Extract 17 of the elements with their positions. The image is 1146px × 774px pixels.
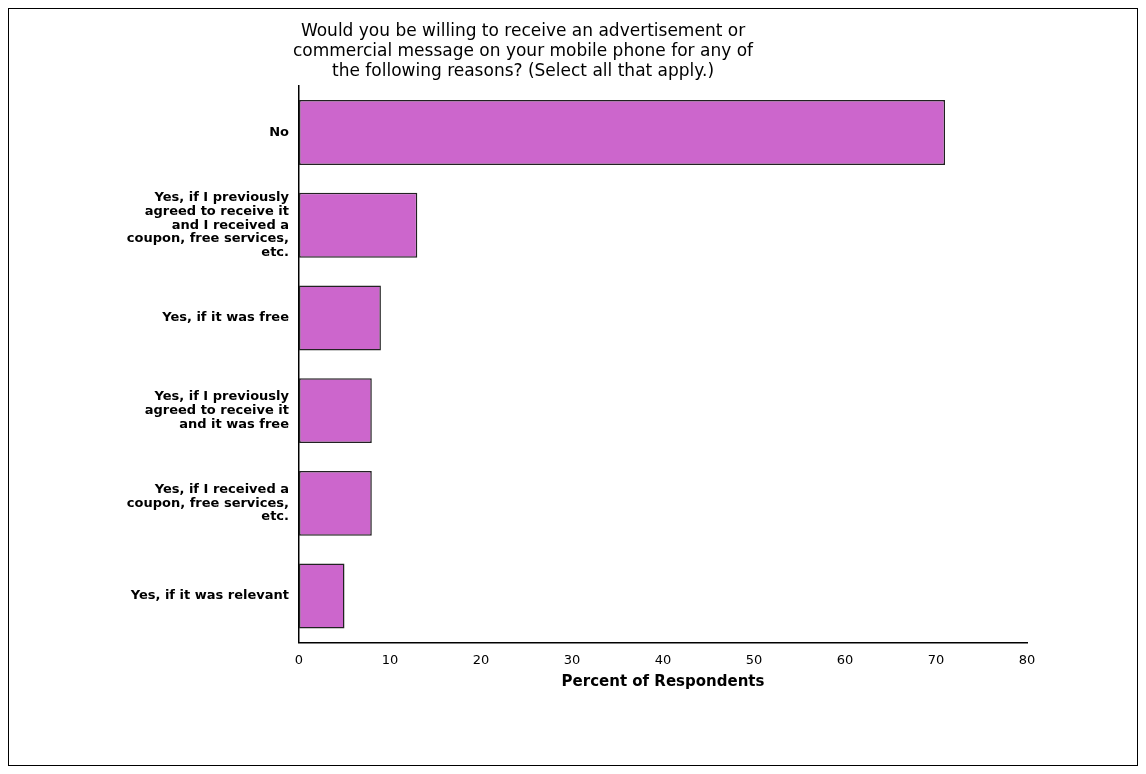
y-tick-label: Yes, if it was relevant (129, 587, 289, 603)
x-tick-label: 40 (654, 651, 672, 667)
x-tick-label: 80 (1018, 651, 1036, 667)
x-tick-label: 20 (472, 651, 490, 667)
x-tick-label: 50 (745, 651, 763, 667)
y-tick-label: No (269, 123, 290, 139)
x-tick-label: 10 (381, 651, 399, 667)
chart-title: Would you be willing to receive an advertisement or commercial message on your mobile phone for any of the following reasons? (Select all that apply.) (292, 19, 755, 81)
y-tick-label: Yes, if I previously agreed to receive it and I received a coupon, free services, etc. (126, 189, 290, 259)
y-tick-label: Yes, if I received a coupon, free services, etc. (126, 481, 289, 524)
x-tick-label: 60 (836, 651, 854, 667)
y-tick-label: Yes, if I previously agreed to receive it and it was free (144, 388, 290, 431)
x-axis-title: Percent of Respondents (561, 671, 765, 690)
x-tick-label: 0 (294, 651, 304, 667)
x-tick-label: 70 (927, 651, 945, 667)
x-tick-label: 30 (563, 651, 581, 667)
y-tick-label: Yes, if it was free (161, 309, 290, 325)
